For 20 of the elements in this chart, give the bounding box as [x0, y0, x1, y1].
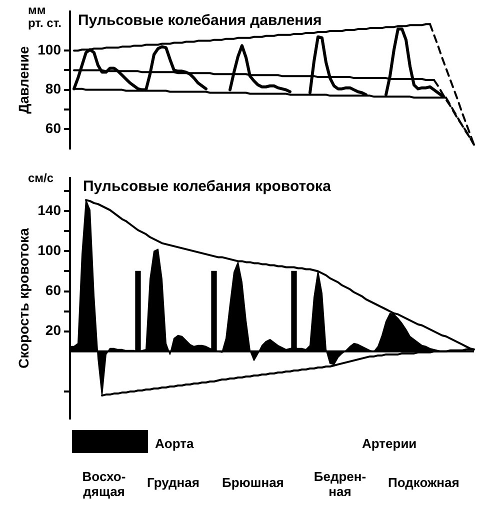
y-tick-label: 100 [38, 242, 62, 258]
y-tick-label: 80 [45, 80, 62, 97]
y-axis-title: Скорость кровотока [15, 228, 32, 368]
text: мм рт. ст. [28, 3, 62, 30]
text: Аорта [155, 436, 194, 451]
text: Брюшная [222, 475, 284, 490]
y-tick-label: 60 [45, 282, 62, 298]
y-tick-label: 100 [38, 41, 62, 58]
y-axis-title: Давление [15, 46, 32, 114]
text: см/с [28, 171, 54, 185]
chart-title: Пульсовые колебания давления [78, 12, 322, 29]
text: Артерии [362, 436, 417, 451]
y-tick-label: 140 [38, 202, 62, 218]
y-tick-label: 60 [45, 120, 62, 136]
y-tick-label: 20 [45, 322, 62, 338]
text: Бедрен- ная [314, 469, 366, 499]
text: Грудная [147, 475, 200, 490]
text: Подкожная [388, 475, 460, 490]
chart-title: Пульсовые колебания кровотока [83, 178, 331, 195]
text: Восхо- дящая [82, 469, 126, 499]
